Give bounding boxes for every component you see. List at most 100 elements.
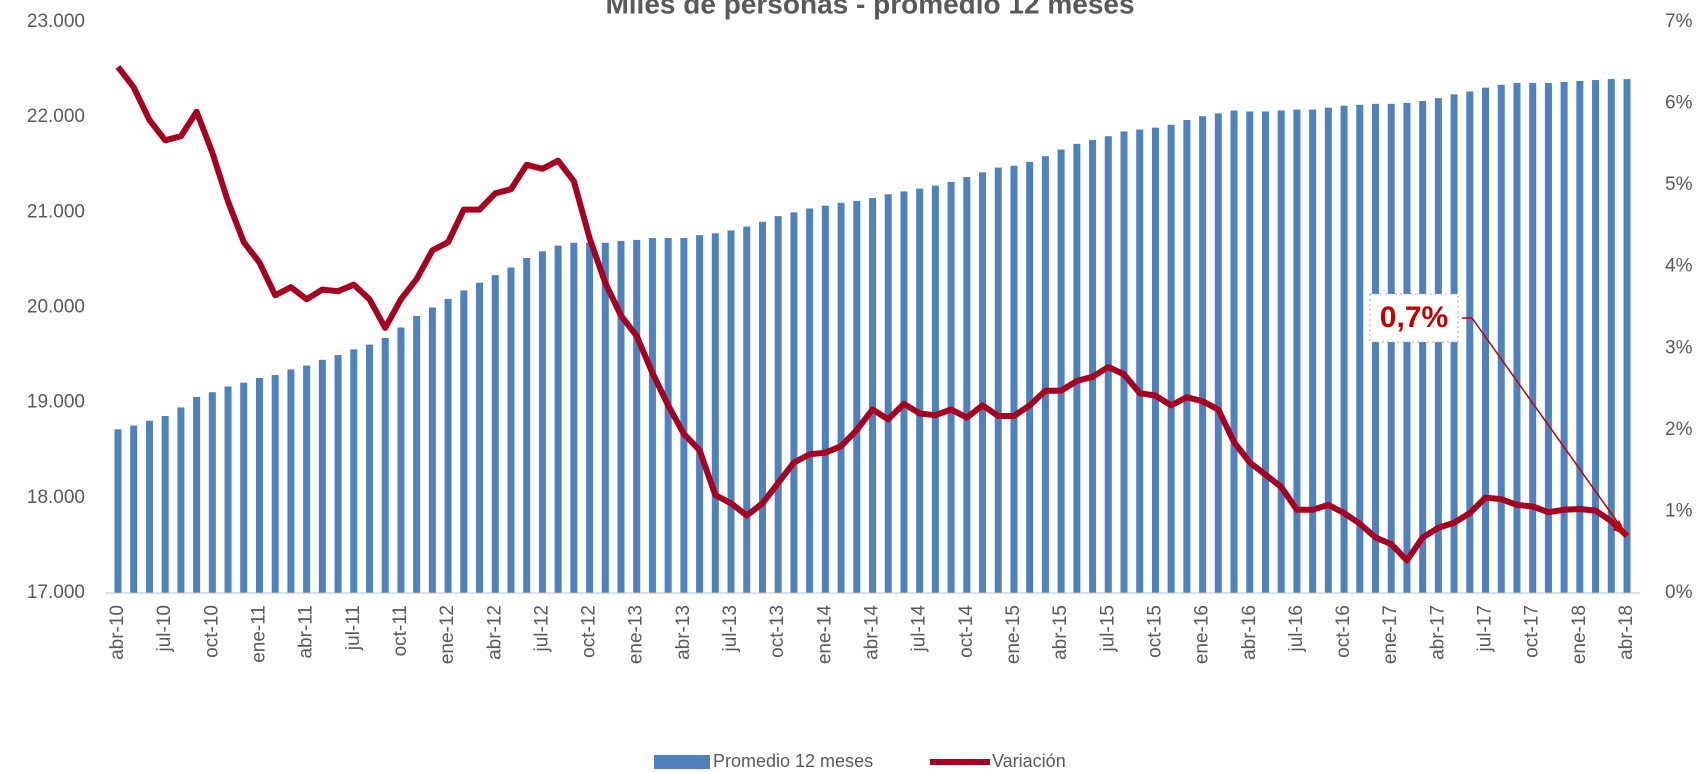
bar	[711, 233, 719, 593]
x-tick-label: ene-15	[1003, 605, 1024, 664]
bar	[1199, 116, 1207, 593]
bar	[240, 382, 248, 593]
x-tick-label: jul-11	[343, 605, 364, 651]
legend-swatch	[654, 755, 710, 769]
x-tick-label: oct-16	[1333, 605, 1354, 658]
bar	[586, 242, 594, 593]
bar	[570, 242, 578, 593]
bar	[1010, 165, 1018, 593]
bar	[601, 242, 609, 593]
bar	[1623, 79, 1631, 594]
bar	[633, 239, 641, 593]
bar	[947, 181, 955, 593]
bar	[743, 226, 751, 593]
x-tick-label: jul-17	[1475, 605, 1496, 652]
y-tick-label: 17.000	[27, 582, 85, 603]
bar	[460, 290, 468, 593]
bar	[114, 429, 122, 593]
x-tick-label: abr-14	[862, 605, 883, 660]
bar	[208, 392, 216, 593]
bar	[1041, 156, 1049, 593]
bar	[1230, 110, 1238, 593]
bar	[1482, 87, 1490, 593]
bar	[1057, 149, 1065, 594]
x-tick-label: jul-13	[720, 605, 741, 652]
y2-tick-label: 7%	[1665, 11, 1693, 32]
bar	[648, 238, 656, 594]
bar	[1167, 124, 1175, 593]
bar	[1089, 140, 1097, 594]
bar	[1544, 82, 1552, 593]
y2-tick-label: 3%	[1665, 337, 1693, 358]
bar	[869, 198, 876, 593]
x-tick-label: abr-17	[1427, 605, 1448, 660]
bar	[1277, 110, 1285, 593]
bar	[1576, 81, 1584, 594]
bar	[1387, 103, 1395, 594]
bar	[963, 177, 971, 593]
bar	[1450, 94, 1458, 594]
bar	[255, 377, 263, 593]
y-tick-label: 23.000	[27, 11, 85, 32]
x-tick-label: jul-15	[1097, 605, 1118, 652]
annotation-arrow	[1471, 317, 1624, 531]
y2-tick-label: 2%	[1665, 419, 1693, 440]
bar	[1419, 100, 1427, 593]
chart-title: Miles de personas - promedio 12 meses	[605, 0, 1134, 19]
x-tick-label: jul-16	[1286, 605, 1307, 652]
bar	[727, 230, 735, 594]
bar	[1136, 129, 1144, 593]
bar	[664, 238, 672, 594]
x-tick-label: abr-13	[673, 605, 694, 660]
bar	[476, 282, 484, 593]
x-tick-label: oct-13	[767, 605, 788, 658]
bar	[1529, 82, 1537, 593]
bar	[554, 245, 562, 593]
bar	[507, 267, 515, 593]
bar	[224, 386, 232, 593]
bar	[931, 185, 939, 594]
annotation-arrowhead	[1613, 519, 1627, 536]
x-tick-label: abr-12	[484, 605, 505, 660]
y-tick-label: 22.000	[27, 106, 85, 127]
bar	[994, 167, 1002, 594]
bar	[491, 275, 499, 593]
bar	[1340, 105, 1348, 593]
bar	[1356, 104, 1364, 594]
bar	[334, 355, 342, 593]
x-tick-label: ene-12	[437, 605, 458, 664]
bar	[1293, 109, 1301, 593]
bar	[1372, 103, 1379, 594]
bar	[696, 235, 704, 593]
bar	[428, 307, 436, 593]
bar	[884, 194, 892, 594]
x-tick-label: oct-14	[956, 605, 977, 658]
bar	[900, 191, 908, 593]
bar	[1246, 111, 1254, 593]
y-tick-label: 21.000	[27, 201, 85, 222]
x-tick-label: jul-10	[154, 605, 175, 652]
bar	[1151, 127, 1159, 593]
bar	[381, 337, 389, 593]
bar	[821, 205, 829, 593]
x-tick-label: oct-17	[1522, 605, 1543, 658]
x-tick-label: ene-17	[1380, 605, 1401, 664]
bar	[145, 420, 153, 593]
x-tick-label: abr-11	[296, 605, 317, 659]
bar	[680, 238, 688, 594]
bar	[287, 369, 295, 593]
bar	[1026, 161, 1034, 593]
x-tick-label: oct-11	[390, 605, 411, 656]
bar	[853, 200, 861, 593]
bar	[1183, 120, 1191, 593]
bar	[1513, 82, 1521, 593]
y2-tick-label: 1%	[1665, 500, 1693, 521]
bar	[177, 407, 185, 593]
bar	[837, 202, 845, 594]
bar	[1073, 143, 1081, 593]
bar	[1434, 98, 1442, 593]
bar	[413, 316, 421, 593]
x-tick-label: ene-18	[1569, 605, 1590, 664]
x-tick-label: jul-14	[909, 605, 930, 653]
bar	[1261, 111, 1269, 593]
